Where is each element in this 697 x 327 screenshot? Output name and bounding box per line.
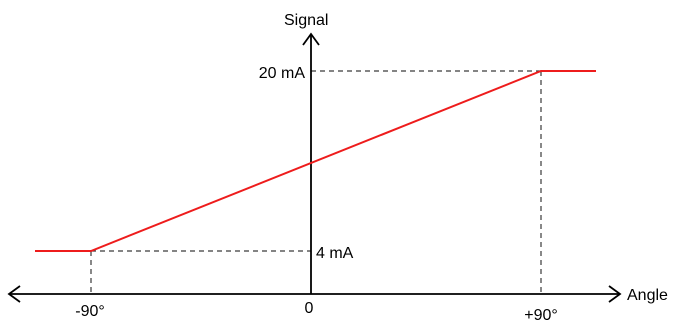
y-tick-label-low: 4 mA xyxy=(316,245,354,262)
y-axis-arrowhead xyxy=(302,32,320,46)
signal-transfer-line xyxy=(35,70,596,252)
x-axis-right-arrowhead xyxy=(608,285,622,303)
x-axis-left-arrowhead xyxy=(7,285,21,303)
x-axis-label: Angle xyxy=(627,287,668,304)
x-tick-label-negative: -90° xyxy=(75,303,105,320)
x-tick-label-positive: +90° xyxy=(524,307,558,324)
y-tick-label-high: 20 mA xyxy=(259,65,306,82)
x-tick-label-zero: 0 xyxy=(305,300,314,317)
y-axis-label: Signal xyxy=(284,12,328,29)
